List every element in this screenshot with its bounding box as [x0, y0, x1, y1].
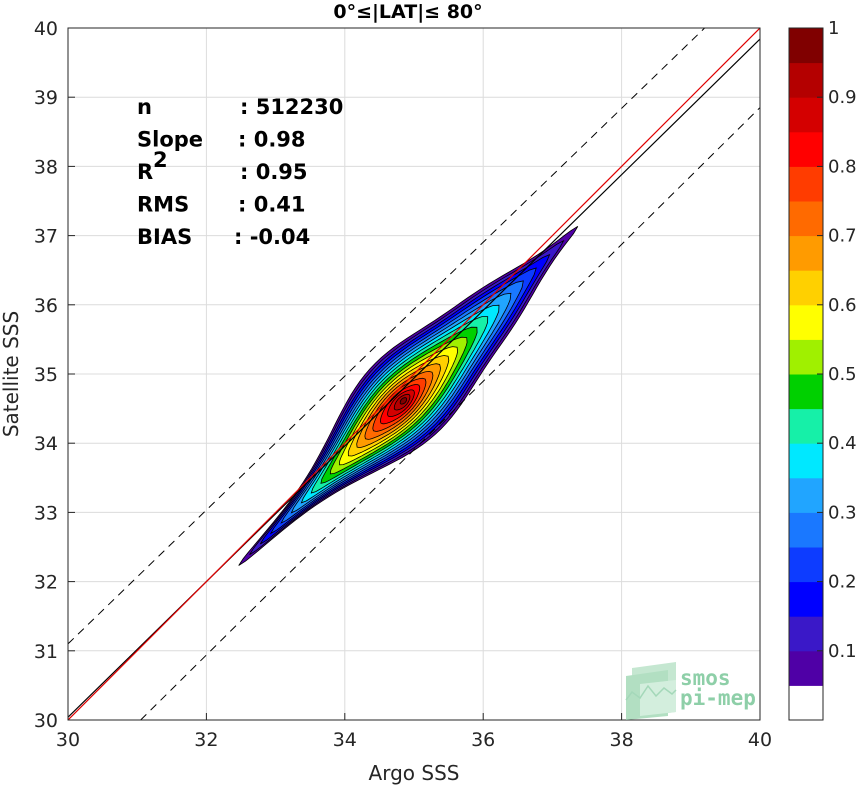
colorbar-swatch	[789, 28, 823, 64]
y-axis-label: Satellite SSS	[0, 311, 23, 437]
colorbar-swatch	[789, 270, 823, 306]
colorbar-tick-label: 1	[828, 18, 839, 39]
colorbar-swatch	[789, 201, 823, 237]
colorbar-swatch	[789, 62, 823, 98]
stat-value: : -0.04	[234, 225, 310, 249]
stat-label: RMS	[137, 193, 189, 217]
grid-lines	[68, 28, 760, 720]
y-tick-label: 36	[34, 295, 58, 317]
colorbar-swatch	[789, 374, 823, 410]
y-tick-label: 35	[34, 364, 58, 386]
colorbar-tick-label: 0.9	[828, 87, 857, 108]
colorbar-swatch	[789, 97, 823, 133]
x-tick-label: 30	[56, 729, 80, 751]
stat-value: : 0.41	[238, 193, 306, 217]
y-tick-label: 32	[34, 572, 58, 594]
logo-graphic	[625, 662, 677, 720]
colorbar-tick-label: 0.2	[828, 572, 857, 593]
y-tick-label: 33	[34, 502, 58, 524]
colorbar-swatch	[789, 408, 823, 444]
density-contours	[238, 226, 579, 566]
stat-label: BIAS	[137, 225, 192, 249]
colorbar-tick-label: 0.7	[828, 226, 857, 247]
colorbar-tick-label: 0.8	[828, 156, 857, 177]
colorbar: 0.1 0.2 0.3 0.4 0.5 0.6 0.7 0.8 0.9 1	[788, 18, 857, 721]
x-tick-label: 40	[748, 729, 772, 751]
upper-dashed-line	[68, 28, 705, 645]
colorbar-swatch	[789, 166, 823, 202]
logo-text-line1: smos	[680, 666, 731, 690]
chart-title: 0°≤|LAT|≤ 80°	[333, 1, 482, 23]
x-axis-label: Argo SSS	[369, 761, 460, 785]
colorbar-tick-label: 0.6	[828, 295, 857, 316]
x-axis-ticks: 30 32 34 36 38 40	[56, 713, 772, 751]
y-tick-label: 30	[34, 710, 58, 732]
y-tick-label: 40	[34, 18, 58, 40]
x-tick-label: 32	[194, 729, 218, 751]
y-axis-ticks: 30 31 32 33 34 35 36 37 38 39 40	[34, 18, 75, 732]
colorbar-swatch	[789, 581, 823, 617]
colorbar-tick-label: 0.5	[828, 364, 857, 385]
colorbar-swatch	[789, 547, 823, 583]
colorbar-swatch	[789, 235, 823, 271]
x-tick-label: 34	[333, 729, 357, 751]
x-tick-label: 38	[610, 729, 634, 751]
colorbar-swatch	[789, 304, 823, 340]
colorbar-swatch	[789, 477, 823, 513]
reference-lines	[68, 28, 760, 720]
colorbar-tick-label: 0.3	[828, 502, 857, 523]
y-tick-label: 34	[34, 433, 58, 455]
colorbar-swatch	[789, 131, 823, 167]
y-tick-label: 37	[34, 226, 58, 248]
colorbar-swatch	[789, 512, 823, 548]
colorbar-tick-label: 0.4	[828, 433, 857, 454]
colorbar-swatch	[789, 616, 823, 652]
colorbar-swatch	[789, 339, 823, 375]
stat-value: : 0.98	[238, 128, 306, 152]
y-tick-label: 38	[34, 156, 58, 178]
stat-label: Slope	[137, 128, 203, 152]
colorbar-swatch	[789, 443, 823, 479]
colorbar-swatch	[789, 650, 823, 686]
colorbar-swatch	[789, 685, 823, 721]
stat-superscript: 2	[153, 148, 168, 172]
density-contour-level	[399, 397, 407, 405]
stat-label: n	[137, 95, 152, 119]
lower-dashed-line	[140, 107, 760, 720]
logo-text-line2: pi-mep	[680, 686, 756, 710]
one-to-one-line	[68, 28, 760, 720]
stat-value: : 512230	[240, 95, 343, 119]
colorbar-tick-label: 0.1	[828, 641, 857, 662]
stat-value: : 0.95	[240, 160, 308, 184]
y-tick-label: 31	[34, 641, 58, 663]
statistics-panel: n : 512230 Slope : 0.98 R 2 : 0.95 RMS : 0.41 BIA…	[137, 95, 343, 249]
smos-pi-mep-logo: smos pi-mep	[625, 662, 756, 720]
x-tick-label: 36	[471, 729, 495, 751]
stat-label: R	[137, 160, 153, 184]
y-tick-label: 39	[34, 87, 58, 109]
